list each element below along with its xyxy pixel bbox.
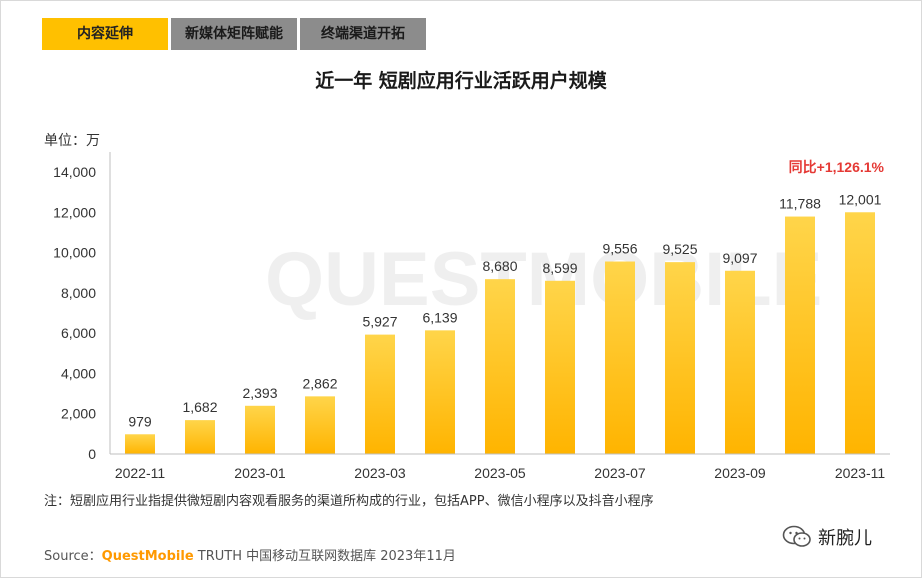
bar-value-label: 2,862 [302, 375, 337, 391]
bar [425, 330, 455, 454]
bar [545, 280, 575, 454]
bar-value-label: 2,393 [242, 385, 277, 401]
source-brand: QuestMobile [101, 549, 194, 564]
wechat-account-name: 新腕儿 [818, 528, 872, 549]
bar-value-label: 9,097 [722, 250, 757, 266]
bar [485, 279, 515, 454]
bar-value-label: 8,680 [482, 258, 517, 274]
chart-title: 近一年 短剧应用行业活跃用户规模 [315, 70, 607, 92]
bar [665, 262, 695, 454]
x-tick-label: 2023-09 [714, 465, 766, 481]
y-tick-label: 0 [88, 446, 96, 462]
y-tick-label: 4,000 [61, 365, 96, 381]
bar-value-label: 9,525 [662, 241, 697, 257]
bar-value-label: 5,927 [362, 314, 397, 330]
tab-bar: 内容延伸 新媒体矩阵赋能 终端渠道开拓 [42, 18, 426, 50]
bar [125, 434, 155, 454]
bar [845, 212, 875, 454]
wechat-icon [782, 525, 811, 547]
bar-value-label: 6,139 [422, 309, 457, 325]
x-tick-label: 2023-01 [234, 465, 286, 481]
bar-value-label: 11,788 [779, 196, 821, 212]
x-tick-label: 2023-11 [835, 465, 886, 481]
unit-label: 单位：万 [44, 133, 100, 149]
footnote: 注：短剧应用行业指提供微短剧内容观看服务的渠道所构成的行业，包括APP、微信小程… [44, 494, 654, 509]
bar [365, 334, 395, 454]
source-prefix: Source： [44, 549, 102, 564]
tab-terminal-channel[interactable]: 终端渠道开拓 [300, 18, 426, 50]
x-tick-label: 2023-03 [354, 465, 406, 481]
bar-value-label: 979 [128, 413, 152, 429]
wechat-account: 新腕儿 [782, 524, 872, 550]
y-tick-label: 6,000 [61, 325, 96, 341]
yoy-annotation: 同比+1,126.1% [789, 159, 885, 175]
bar-value-label: 12,001 [839, 191, 882, 207]
x-tick-label: 2023-05 [474, 465, 526, 481]
bar [605, 261, 635, 454]
bar [305, 396, 335, 454]
y-tick-label: 2,000 [61, 406, 96, 422]
y-tick-label: 8,000 [61, 285, 96, 301]
tab-new-media-matrix[interactable]: 新媒体矩阵赋能 [171, 18, 297, 50]
x-tick-label: 2022-11 [115, 465, 166, 481]
bar-value-label: 8,599 [542, 260, 577, 276]
bar [725, 270, 755, 454]
tab-content-extension[interactable]: 内容延伸 [42, 18, 168, 50]
bar [245, 405, 275, 454]
y-tick-label: 14,000 [53, 164, 96, 180]
y-tick-label: 10,000 [53, 245, 96, 261]
y-tick-label: 12,000 [53, 204, 96, 220]
source-line: Source：QuestMobile TRUTH 中国移动互联网数据库 2023… [44, 545, 456, 564]
bar [785, 216, 815, 454]
x-tick-label: 2023-07 [594, 465, 646, 481]
source-rest: TRUTH 中国移动互联网数据库 2023年11月 [193, 549, 456, 564]
bar-value-label: 9,556 [602, 241, 637, 257]
bar-value-label: 1,682 [182, 399, 217, 415]
bar [185, 420, 215, 454]
